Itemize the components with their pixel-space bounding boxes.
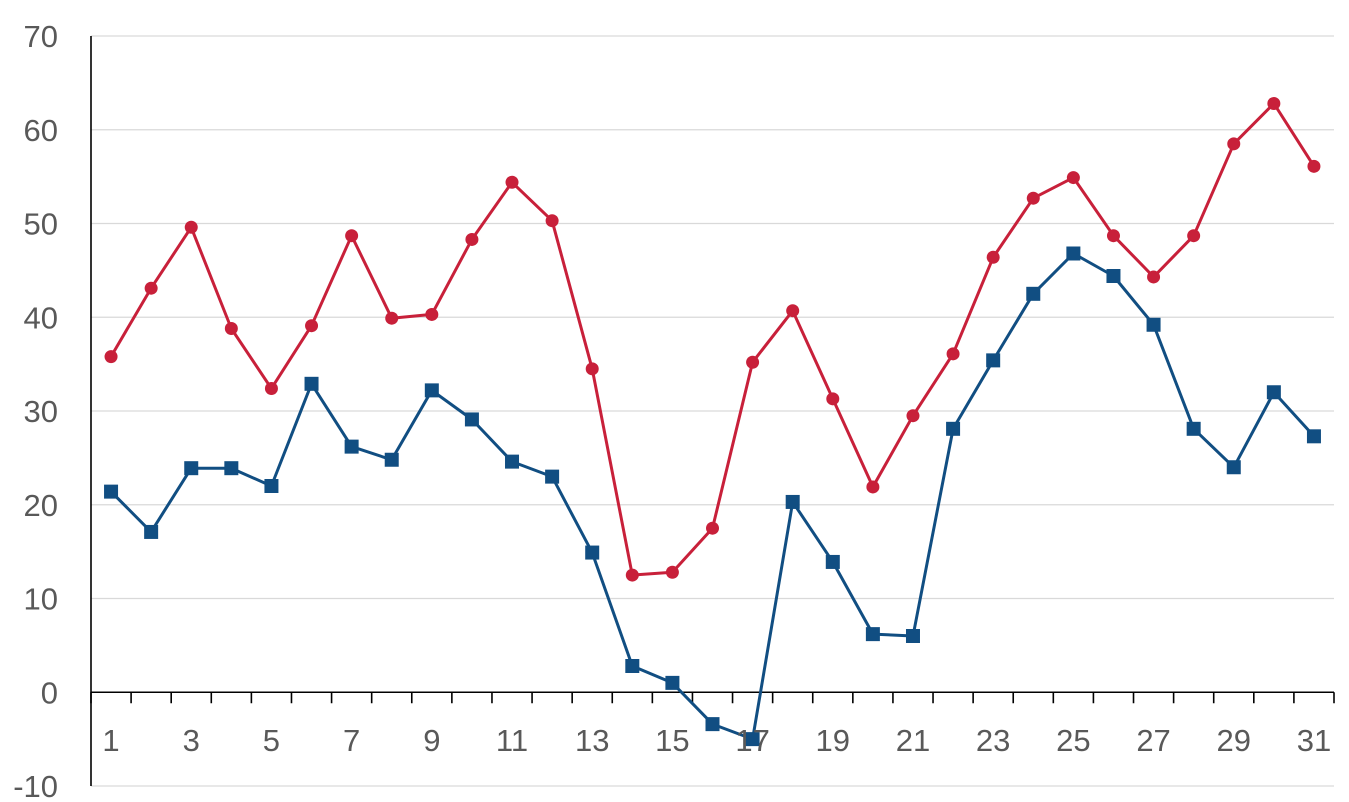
series-2-point [705,717,720,732]
series-2-point [986,353,1001,368]
series-layer [104,97,1321,747]
series-2-point [745,732,760,747]
series-2-point [665,675,680,690]
series-2-point [1066,246,1081,261]
x-tick-label: 5 [263,723,280,758]
series-1-point [264,382,278,395]
y-tick-label: 10 [24,582,58,617]
x-tick-label: 21 [896,723,930,758]
x-tick-label: 11 [496,723,528,758]
series-2-point [625,659,640,673]
series-2-point [825,554,840,569]
x-tick-label: 13 [575,723,609,758]
series-1-point [345,229,359,243]
grid-layer [91,35,1334,787]
y-tick-label: -10 [13,769,58,802]
series-1-point [545,214,559,228]
series-2-point [264,479,279,493]
x-tick-label: 25 [1056,723,1090,758]
series-1-point [425,307,439,321]
series-1-point [1066,171,1080,185]
y-tick-label: 60 [24,113,58,148]
series-2-point [304,376,319,391]
series-2-point [585,545,600,560]
x-tick-label: 1 [102,723,119,758]
series-line-2 [109,252,1316,741]
series-2-point [1106,269,1121,283]
series-1-point [585,362,599,376]
series-2-point [224,461,239,476]
series-2-point [1266,385,1281,400]
series-2-point [184,461,199,476]
series-1-point [465,232,479,246]
series-1-point [946,347,960,361]
y-tick-label: 30 [24,394,58,429]
y-tick-label: 0 [41,675,58,710]
series-2-point [545,469,560,484]
series-1-point [706,521,719,535]
x-tick-label: 9 [423,723,440,758]
series-1-point [385,311,399,325]
series-2-point [505,454,520,469]
x-tick-label: 7 [343,723,360,758]
series-1-point [1187,229,1201,243]
series-1-point [505,175,519,189]
x-tick-label: 23 [976,723,1010,758]
x-tick-label: 19 [816,723,850,758]
series-1-point [906,409,920,423]
series-1-point [746,355,760,369]
series-1-point [1307,159,1321,173]
y-tick-label: 50 [24,207,58,242]
series-1-point [1106,229,1120,243]
series-1-point [1227,137,1241,151]
series-2-point [905,629,920,643]
axis-layer [90,36,1335,786]
x-tick-label: 17 [735,723,769,758]
series-1-point [986,250,1000,264]
series-2-point [144,524,159,539]
series-2-point [785,494,800,509]
series-2-point [424,383,439,398]
series-1-point [1147,270,1161,284]
y-tick-label: 20 [24,488,58,523]
series-1-point [826,392,840,406]
series-2-point [1186,421,1201,436]
x-tick-label: 29 [1217,723,1251,758]
series-1-point [305,319,319,333]
series-2-point [1146,317,1161,332]
series-1-point [665,565,679,579]
series-2-point [865,627,880,642]
series-1-point [1267,97,1281,110]
series-1-point [625,568,639,582]
x-tick-label: 15 [655,723,689,758]
y-tick-label: 70 [24,19,58,54]
series-1-point [144,281,158,295]
series-2-point [104,484,119,499]
series-2-point [946,421,961,436]
series-1-point [224,322,238,335]
series-1-point [866,480,880,494]
series-2-point [1026,286,1041,301]
series-2-point [464,412,479,427]
x-tick-label: 27 [1136,723,1170,758]
series-2-point [344,439,359,454]
x-tick-label: 31 [1297,723,1331,758]
series-1-point [786,304,800,318]
series-1-point [1026,191,1040,205]
series-2-point [1306,429,1321,444]
y-tick-label: 40 [24,300,58,335]
series-1-point [184,220,198,234]
series-2-point [1226,460,1241,475]
series-1-point [104,350,118,364]
x-tick-label: 3 [183,723,200,758]
series-2-point [384,452,399,467]
